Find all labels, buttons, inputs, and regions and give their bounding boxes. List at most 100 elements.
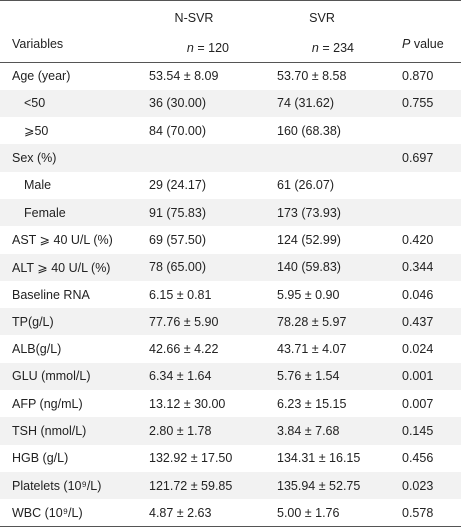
table-cell: [390, 172, 461, 199]
group-count: n = 234: [277, 41, 390, 55]
table-cell: 0.344: [402, 260, 434, 275]
table-row: Baseline RNA 6.15 ± 0.81 5.95 ± 0.90 0.046: [0, 281, 461, 308]
table-cell: 91 (75.83): [149, 205, 206, 220]
table-cell: 134.31 ± 16.15: [277, 451, 361, 466]
row-label: TSH (nmol/L): [12, 424, 87, 438]
table-row: HGB (g/L) 132.92 ± 17.50 134.31 ± 16.15 0.4…: [0, 445, 461, 472]
table-cell: 0.755: [402, 96, 434, 111]
row-label: TP(g/L): [12, 314, 54, 329]
table-cell: 29 (24.17): [149, 178, 206, 193]
count: = 234: [322, 41, 354, 55]
table-cell: 13.12 ± 30.00: [149, 396, 226, 411]
n-symbol: n: [186, 41, 194, 55]
table-cell: 124 (52.99): [277, 232, 341, 247]
table-cell: 135.94 ± 52.75: [277, 478, 361, 493]
table-cell: [265, 144, 390, 171]
table-cell: 0.007: [402, 396, 434, 411]
table-body: Age (year) 53.54 ± 8.09 53.70 ± 8.58 0.870 <…: [0, 63, 461, 527]
table-row: TSH (nmol/L) 2.80 ± 1.78 3.84 ± 7.68 0.145: [0, 417, 461, 445]
row-label: Age (year): [12, 69, 71, 84]
row-label: ALT ⩾ 40 U/L (%): [12, 260, 111, 275]
table-cell: 121.72 ± 59.85: [149, 478, 233, 493]
group-name: SVR: [309, 11, 335, 25]
header-cell: Variables: [0, 0, 137, 63]
table-row: Platelets (10⁹/L) 121.72 ± 59.85 135.94 ± …: [0, 471, 461, 500]
group-name: N-SVR: [174, 11, 214, 25]
table-cell: 132.92 ± 17.50: [149, 451, 233, 466]
table-row: Age (year) 53.54 ± 8.09 53.70 ± 8.58 0.870: [0, 63, 461, 90]
row-label: ⩾50: [24, 124, 49, 139]
table-cell: 5.95 ± 0.90: [277, 287, 340, 302]
count: = 120: [197, 41, 229, 55]
table-row: Female 91 (75.83) 173 (73.93): [0, 198, 461, 227]
table-cell: [390, 199, 461, 226]
table-cell: 0.870: [402, 69, 434, 84]
table-cell: 0.145: [402, 424, 434, 438]
table-cell: 5.76 ± 1.54: [277, 369, 340, 384]
p-rest: value: [413, 37, 444, 51]
table-cell: 77.76 ± 5.90: [149, 314, 219, 329]
header-cell: N-SVR n = 120: [137, 0, 265, 63]
header-text: Variables: [12, 37, 64, 51]
table-cell: 84 (70.00): [149, 123, 206, 138]
table-cell: 0.437: [402, 314, 434, 329]
table-header: Variables N-SVR n = 120 SVR n = 234 P value: [0, 0, 461, 63]
table-row: ALT ⩾ 40 U/L (%) 78 (65.00) 140 (59.83) 0.3…: [0, 253, 461, 281]
table-cell: 78 (65.00): [149, 260, 206, 275]
table-cell: 42.66 ± 4.22: [149, 342, 219, 357]
table-row: TP(g/L) 77.76 ± 5.90 78.28 ± 5.97 0.437: [0, 308, 461, 336]
table-cell: 69 (57.50): [149, 232, 206, 247]
table-cell: 53.70 ± 8.58: [277, 69, 347, 84]
table-cell: [390, 117, 461, 144]
table-cell: 0.697: [402, 151, 434, 166]
table-cell: 0.024: [402, 342, 434, 357]
row-label: Female: [24, 205, 66, 220]
table-cell: 6.23 ± 15.15: [277, 396, 347, 411]
header-cell: P value: [390, 0, 461, 63]
table-cell: 5.00 ± 1.76: [277, 505, 340, 520]
table-row: ALB(g/L) 42.66 ± 4.22 43.71 ± 4.07 0.024: [0, 335, 461, 362]
table-cell: 0.001: [402, 369, 434, 384]
table-row: AFP (ng/mL) 13.12 ± 30.00 6.23 ± 15.15 0.00…: [0, 390, 461, 417]
table-cell: 61 (26.07): [277, 178, 334, 193]
table-cell: 0.046: [402, 287, 434, 302]
row-label: HGB (g/L): [12, 451, 69, 466]
table-cell: 140 (59.83): [277, 260, 341, 275]
table-cell: 78.28 ± 5.97: [277, 314, 347, 329]
row-label: AST ⩾ 40 U/L (%): [12, 233, 113, 248]
table-cell: 36 (30.00): [149, 96, 206, 111]
row-label: AFP (ng/mL): [12, 396, 83, 411]
group-count: n = 120: [149, 41, 265, 55]
table-cell: 0.420: [402, 232, 434, 247]
row-label: GLU (mmol/L): [12, 369, 91, 384]
table-row: <50 36 (30.00) 74 (31.62) 0.755: [0, 89, 461, 118]
table-row: Male 29 (24.17) 61 (26.07): [0, 172, 461, 199]
table-cell: 43.71 ± 4.07: [277, 342, 347, 357]
table-cell: 0.023: [402, 478, 434, 493]
row-label: Platelets (10⁹/L): [12, 478, 102, 493]
table-cell: [137, 144, 265, 171]
table-cell: 2.80 ± 1.78: [149, 424, 212, 438]
table-cell: 0.456: [402, 451, 434, 466]
table-row: Sex (%) 0.697: [0, 144, 461, 172]
table-cell: 160 (68.38): [277, 123, 341, 138]
table-cell: 4.87 ± 2.63: [149, 505, 212, 520]
row-label: <50: [24, 96, 46, 111]
table-cell: 6.34 ± 1.64: [149, 369, 212, 384]
table-row: ⩾50 84 (70.00) 160 (68.38): [0, 117, 461, 144]
table-cell: 6.15 ± 0.81: [149, 287, 212, 302]
row-label: WBC (10⁹/L): [12, 505, 83, 520]
table-cell: 74 (31.62): [277, 96, 334, 111]
table-row: WBC (10⁹/L) 4.87 ± 2.63 5.00 ± 1.76 0.578: [0, 499, 461, 526]
table-row: GLU (mmol/L) 6.34 ± 1.64 5.76 ± 1.54 0.001: [0, 362, 461, 391]
row-label: Baseline RNA: [12, 287, 90, 302]
table-cell: 0.578: [402, 505, 434, 520]
table-cell: 173 (73.93): [277, 205, 341, 220]
row-label: Male: [24, 178, 52, 193]
table-row: AST ⩾ 40 U/L (%) 69 (57.50) 124 (52.99) 0.4…: [0, 226, 461, 253]
n-symbol: n: [311, 41, 319, 55]
row-label: ALB(g/L): [12, 342, 62, 357]
p-symbol: P: [402, 37, 411, 51]
table-cell: 53.54 ± 8.09: [149, 69, 219, 84]
